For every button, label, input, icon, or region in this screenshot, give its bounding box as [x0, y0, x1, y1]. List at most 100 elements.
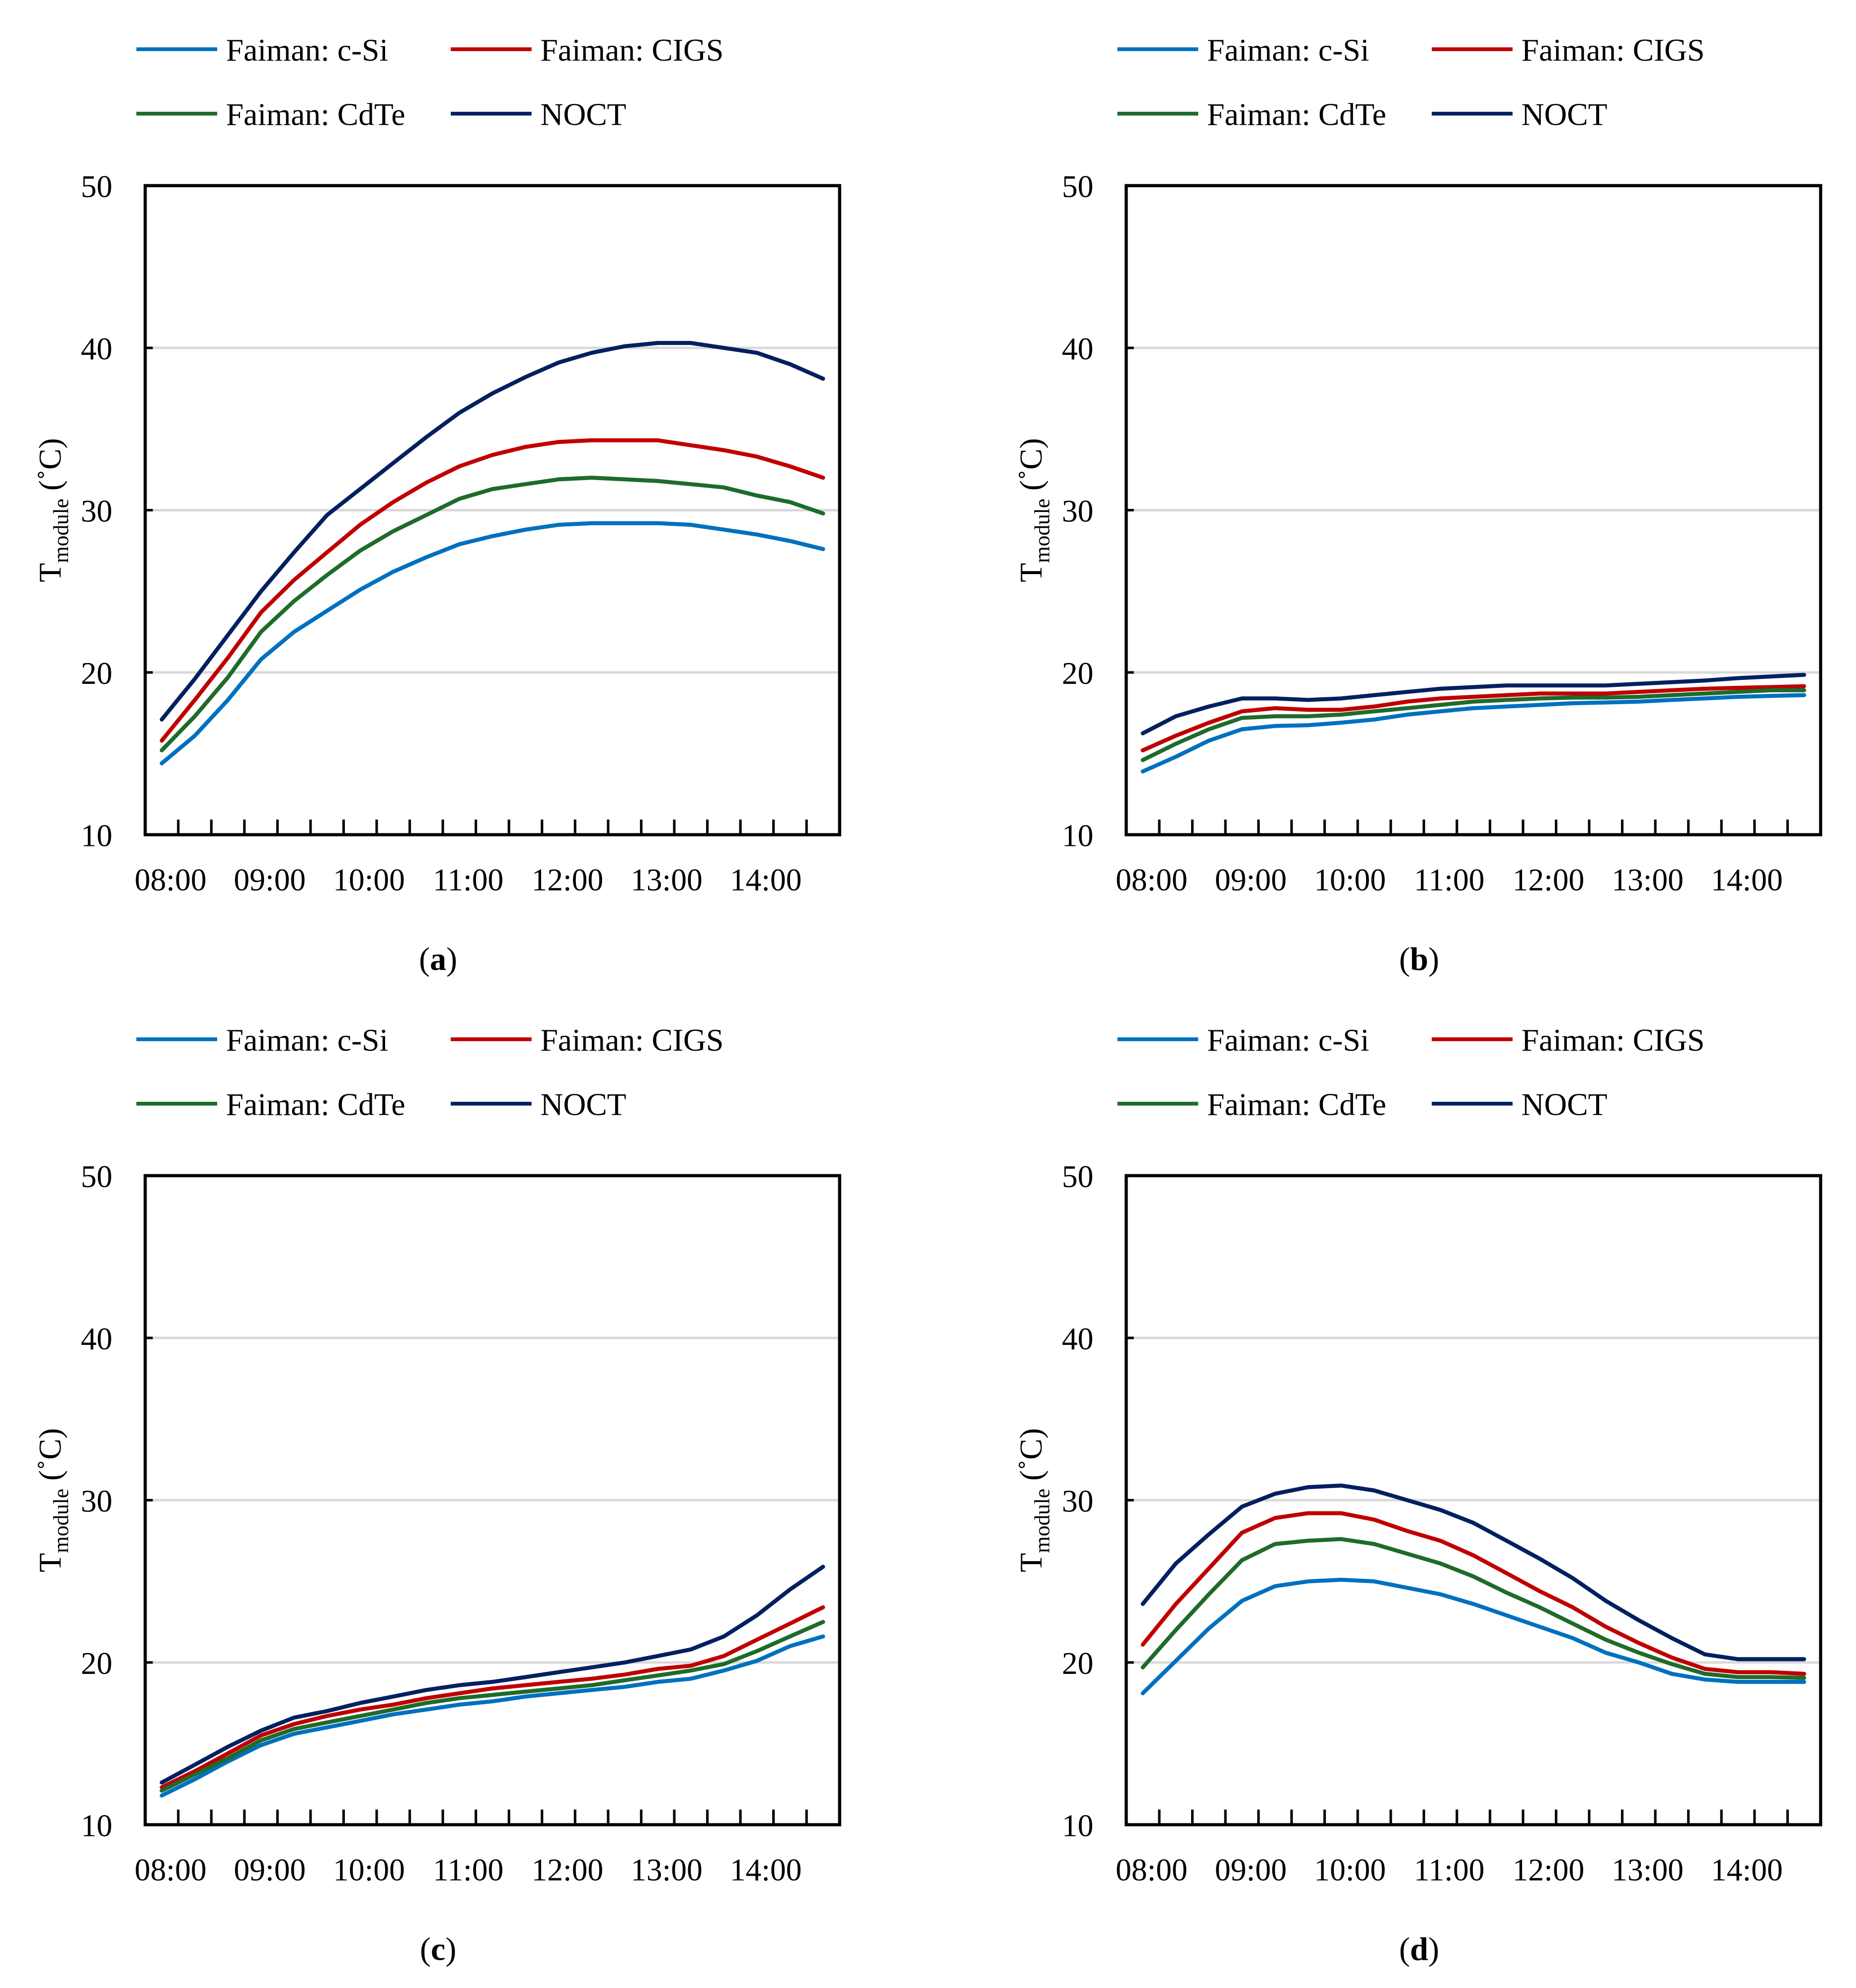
x-tick-label: 10:00 [1314, 862, 1386, 897]
series-cdte [160, 476, 825, 752]
y-tick-label: 10 [81, 1808, 113, 1843]
legend-label: Faiman: CdTe [226, 97, 405, 132]
series-cigs [160, 438, 825, 743]
series-noct [1140, 1483, 1806, 1661]
legend-item-cdte: Faiman: CdTe [1117, 1087, 1386, 1122]
x-tick-label: 13:00 [631, 1852, 703, 1887]
series-line-c-si [1140, 693, 1806, 774]
x-tick-label: 13:00 [1612, 1852, 1684, 1887]
series-cigs [1140, 684, 1806, 752]
y-tick-label: 20 [1062, 656, 1094, 691]
x-tick-label: 12:00 [531, 1852, 603, 1887]
x-tick-label: 12:00 [1513, 1852, 1585, 1887]
x-tick-label: 09:00 [234, 862, 306, 897]
legend-item-cdte: Faiman: CdTe [1117, 97, 1386, 132]
y-tick-label: 50 [1062, 1159, 1094, 1194]
y-tick-label: 30 [81, 493, 113, 528]
series-line-cdte [160, 1620, 825, 1793]
legend-label: Faiman: CIGS [540, 1022, 724, 1058]
legend-label: Faiman: CIGS [1522, 1022, 1705, 1058]
legend-label: Faiman: CdTe [226, 1087, 405, 1122]
series-line-cdte [1140, 688, 1806, 762]
y-axis-title-main: T [1013, 563, 1049, 582]
plot-frame [1125, 184, 1823, 836]
legend-item-cigs: Faiman: CIGS [1432, 32, 1704, 68]
legend-item-c-si: Faiman: c-Si [136, 32, 388, 68]
legend-item-noct: NOCT [451, 97, 626, 132]
panel-label-close: ) [1428, 1931, 1439, 1967]
legend-item-c-si: Faiman: c-Si [1117, 1022, 1369, 1058]
legend-label: NOCT [540, 1087, 626, 1122]
x-tick-label: 08:00 [135, 862, 207, 897]
y-tick-label: 10 [1062, 818, 1094, 853]
series-line-c-si [160, 1634, 825, 1798]
legend-item-noct: NOCT [1432, 1087, 1608, 1122]
legend-item-cigs: Faiman: CIGS [451, 1022, 724, 1058]
panel-label-open: ( [420, 1931, 431, 1967]
legend-label: Faiman: CdTe [1207, 97, 1386, 132]
series-line-cigs [160, 438, 825, 743]
legend: Faiman: c-Si Faiman: CIGS Faiman: CdTe NOCT [1117, 32, 1704, 132]
panel-label-open: ( [1399, 1931, 1410, 1967]
legend-label: NOCT [1522, 97, 1608, 132]
y-tick-label: 30 [1062, 1483, 1094, 1518]
series-cigs [160, 1605, 825, 1790]
series-line-cigs [1140, 1511, 1806, 1676]
plot-frame [1125, 1174, 1823, 1826]
x-tick-label: 08:00 [1116, 1852, 1188, 1887]
panel-label-letter: d [1410, 1931, 1429, 1967]
legend: Faiman: c-Si Faiman: CIGS Faiman: CdTe NOCT [1117, 1022, 1704, 1122]
chart-panel-a: Faiman: c-Si Faiman: CIGS Faiman: CdTe NOCT… [32, 32, 841, 977]
y-tick-label: 40 [81, 1321, 113, 1356]
panel-label: (c) [420, 1931, 456, 1967]
x-tick-label: 11:00 [433, 862, 503, 897]
series-noct [160, 1565, 825, 1785]
y-axis-title-unit: (˚C) [1013, 438, 1049, 498]
chart-panel-d: Faiman: c-Si Faiman: CIGS Faiman: CdTe NOCT… [1013, 1022, 1823, 1967]
legend-label: Faiman: c-Si [1207, 32, 1369, 68]
y-axis-title-unit: (˚C) [32, 438, 68, 498]
y-tick-label: 20 [81, 656, 113, 691]
x-tick-label: 14:00 [1711, 1852, 1783, 1887]
x-tick-label: 14:00 [730, 862, 802, 897]
y-tick-label: 40 [1062, 1321, 1094, 1356]
y-axis-title: Tmodule (˚C) [1013, 1428, 1054, 1572]
panel-label-open: ( [1399, 941, 1410, 977]
x-tick-label: 09:00 [1215, 862, 1287, 897]
panel-label: (a) [419, 941, 457, 977]
x-tick-label: 09:00 [234, 1852, 306, 1887]
x-tick-label: 08:00 [1116, 862, 1188, 897]
series-cdte [160, 1620, 825, 1793]
legend-item-c-si: Faiman: c-Si [136, 1022, 388, 1058]
series-line-c-si [1140, 1577, 1806, 1696]
x-tick-label: 14:00 [730, 1852, 802, 1887]
x-tick-label: 13:00 [1612, 862, 1684, 897]
series-line-noct [1140, 1483, 1806, 1661]
series-noct [160, 341, 825, 722]
y-axis-title: Tmodule (˚C) [32, 1428, 73, 1572]
y-tick-label: 30 [81, 1483, 113, 1518]
plot-frame [144, 184, 841, 836]
x-tick-label: 11:00 [1414, 1852, 1484, 1887]
y-tick-label: 50 [81, 168, 113, 204]
y-axis-title-unit: (˚C) [1013, 1428, 1049, 1489]
panel-label-letter: b [1410, 941, 1429, 977]
panel-label-close: ) [445, 1931, 456, 1967]
x-tick-label: 10:00 [333, 862, 405, 897]
y-tick-label: 40 [81, 331, 113, 366]
x-tick-label: 11:00 [1414, 862, 1484, 897]
y-axis-title-unit: (˚C) [32, 1428, 68, 1489]
y-tick-label: 10 [81, 818, 113, 853]
legend-item-cigs: Faiman: CIGS [451, 32, 724, 68]
y-axis-title-subscript: module [50, 498, 73, 563]
x-tick-label: 09:00 [1215, 1852, 1287, 1887]
legend-item-noct: NOCT [1432, 97, 1608, 132]
x-tick-label: 12:00 [1513, 862, 1585, 897]
panel-label-letter: a [430, 941, 446, 977]
x-tick-label: 08:00 [135, 1852, 207, 1887]
legend-label: NOCT [1522, 1087, 1608, 1122]
legend-item-cigs: Faiman: CIGS [1432, 1022, 1704, 1058]
legend-label: Faiman: c-Si [226, 1022, 388, 1058]
y-tick-label: 50 [1062, 168, 1094, 204]
